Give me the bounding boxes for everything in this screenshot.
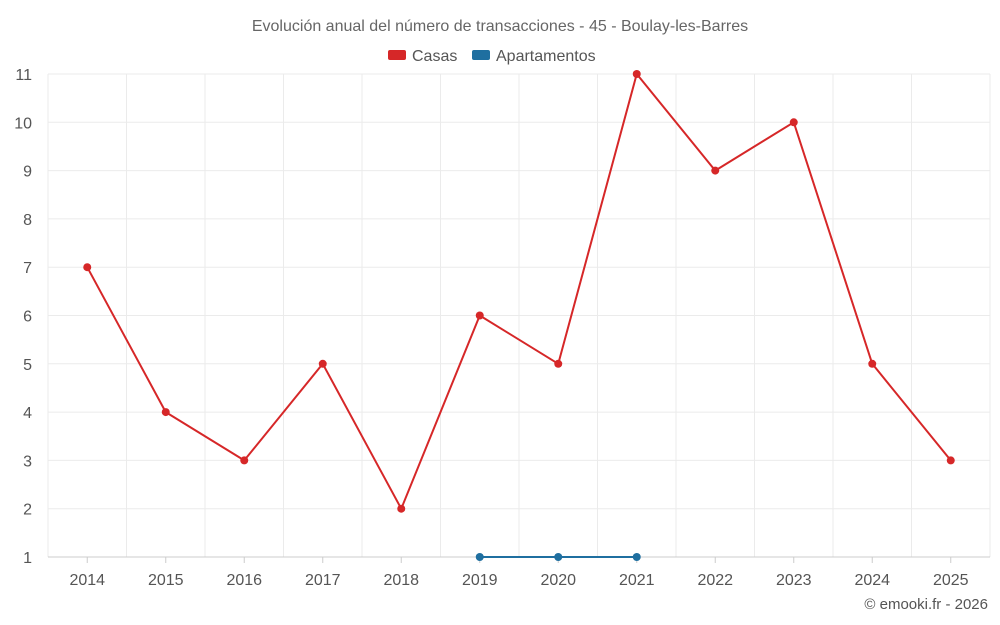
x-tick-label: 2014 [69, 572, 105, 589]
y-tick-label: 2 [23, 502, 32, 519]
chart-title: Evolución anual del número de transaccio… [252, 18, 748, 35]
x-tick-label: 2023 [776, 572, 812, 589]
y-tick-label: 10 [14, 115, 32, 132]
data-point-casas-2024[interactable] [868, 359, 877, 368]
data-point-apartamentos-2019[interactable] [475, 553, 484, 561]
x-axis: 2014 2015 2016 2017 2018 2019 2020 2021 2022 2023… [69, 557, 969, 589]
series-group [83, 70, 955, 561]
y-tick-label: 5 [23, 357, 32, 374]
data-point-casas-2018[interactable] [397, 504, 406, 513]
x-tick-label: 2016 [226, 572, 262, 589]
x-tick-label: 2020 [540, 572, 576, 589]
legend-label-casas: Casas [412, 48, 457, 65]
y-tick-label: 1 [23, 550, 32, 567]
data-point-casas-2021[interactable] [632, 70, 641, 78]
legend-item-apartamentos[interactable]: Apartamentos [472, 48, 596, 65]
credit-text: © emooki.fr - 2026 [864, 596, 988, 613]
y-axis: 1 2 3 4 5 6 7 8 9 10 11 [14, 67, 32, 567]
legend: Casas Apartamentos [388, 48, 596, 65]
legend-swatch-apartamentos [472, 50, 490, 60]
x-tick-label: 2019 [462, 572, 498, 589]
y-tick-label: 6 [23, 309, 32, 326]
y-tick-label: 7 [23, 260, 32, 277]
data-point-casas-2019[interactable] [475, 311, 484, 320]
x-tick-label: 2025 [933, 572, 969, 589]
series-line-casas [86, 73, 952, 510]
legend-label-apartamentos: Apartamentos [496, 48, 596, 65]
x-tick-label: 2017 [305, 572, 341, 589]
data-point-casas-2014[interactable] [83, 263, 92, 272]
data-point-casas-2025[interactable] [946, 456, 955, 465]
x-tick-label: 2022 [697, 572, 733, 589]
x-tick-label: 2024 [854, 572, 890, 589]
data-point-apartamentos-2020[interactable] [554, 553, 563, 561]
gridlines [47, 73, 991, 558]
y-tick-label: 9 [23, 164, 32, 181]
x-tick-label: 2018 [383, 572, 419, 589]
data-point-casas-2017[interactable] [318, 359, 327, 368]
legend-swatch-casas [388, 50, 406, 60]
data-point-casas-2022[interactable] [711, 166, 720, 175]
data-point-apartamentos-2021[interactable] [632, 553, 641, 561]
y-tick-label: 3 [23, 453, 32, 470]
x-tick-label: 2015 [148, 572, 184, 589]
y-tick-label: 11 [15, 67, 32, 84]
data-point-casas-2020[interactable] [554, 359, 563, 368]
x-tick-label: 2021 [619, 572, 655, 589]
data-point-casas-2016[interactable] [240, 456, 249, 465]
legend-item-casas[interactable]: Casas [388, 48, 457, 65]
y-tick-label: 8 [23, 212, 32, 229]
data-point-casas-2023[interactable] [789, 118, 798, 127]
y-tick-label: 4 [23, 405, 32, 422]
data-point-casas-2015[interactable] [161, 408, 170, 417]
